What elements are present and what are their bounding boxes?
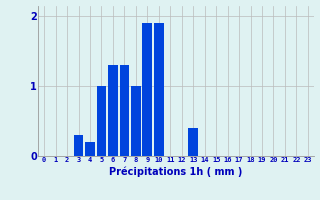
Bar bbox=[85, 142, 95, 156]
Bar bbox=[188, 128, 198, 156]
Bar bbox=[131, 86, 141, 156]
Bar bbox=[120, 65, 129, 156]
Bar bbox=[142, 23, 152, 156]
X-axis label: Précipitations 1h ( mm ): Précipitations 1h ( mm ) bbox=[109, 166, 243, 177]
Bar bbox=[154, 23, 164, 156]
Bar bbox=[108, 65, 118, 156]
Bar bbox=[74, 135, 84, 156]
Bar bbox=[97, 86, 106, 156]
